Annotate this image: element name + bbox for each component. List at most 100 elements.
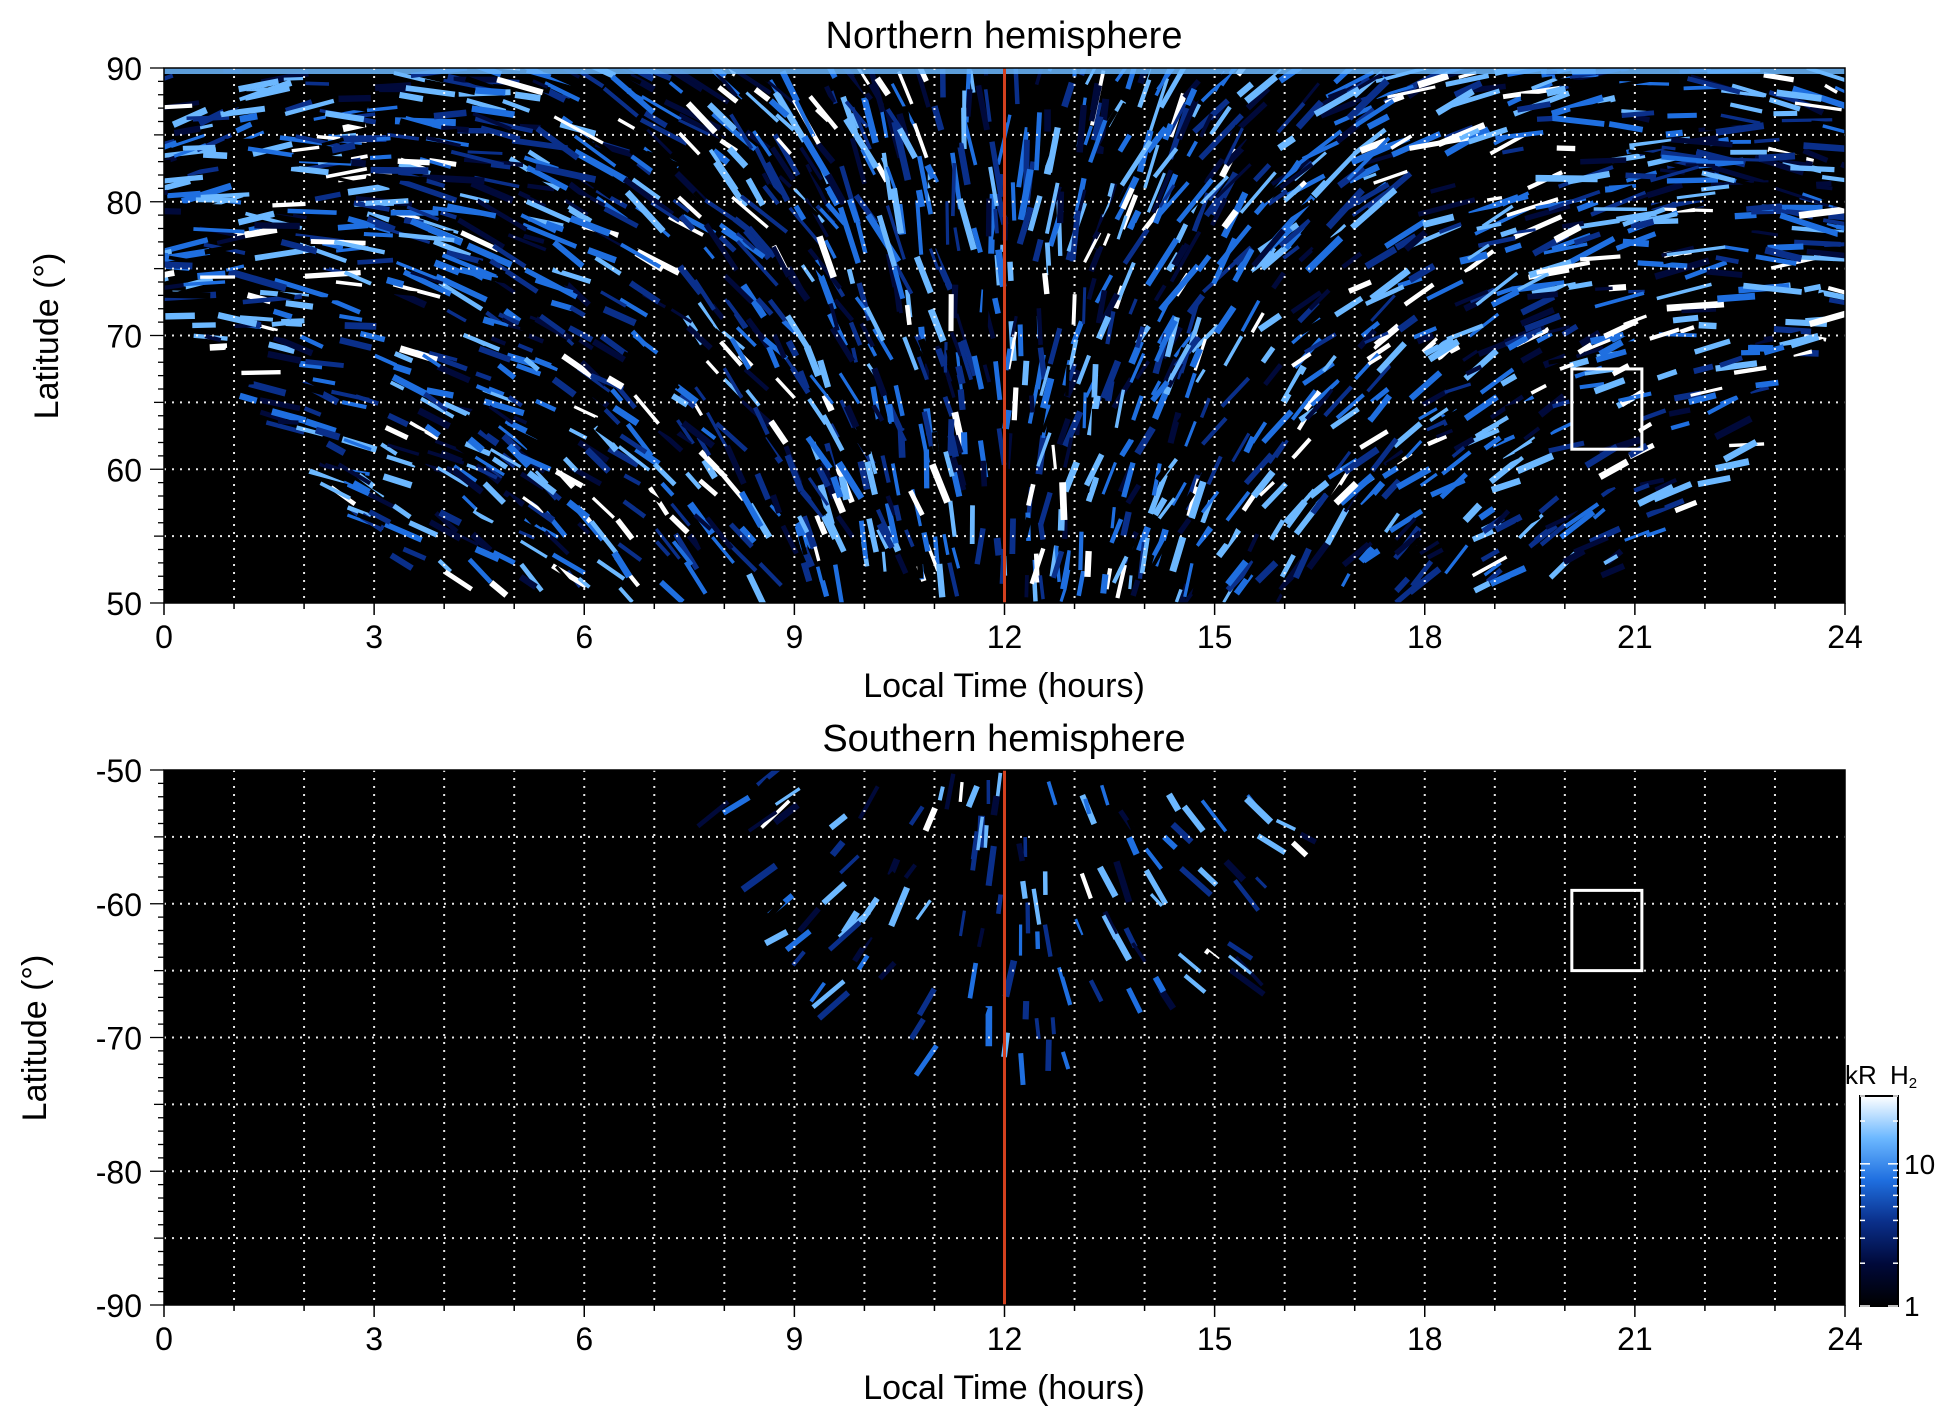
colorbar-unit: kR	[1845, 1060, 1877, 1090]
emission-streak	[1416, 332, 1435, 345]
emission-streak	[799, 489, 826, 518]
x-tick-label: 12	[987, 619, 1023, 655]
emission-streak	[739, 194, 789, 234]
emission-streak	[1457, 101, 1510, 127]
emission-streak	[993, 537, 1003, 556]
emission-streak	[1679, 325, 1695, 334]
emission-streak	[821, 881, 847, 906]
emission-streak	[1639, 477, 1665, 488]
emission-streak	[636, 162, 652, 176]
emission-streak	[271, 319, 294, 327]
emission-streak	[622, 176, 675, 217]
emission-streak	[1135, 360, 1151, 380]
emission-streak	[1634, 139, 1685, 153]
emission-streak	[545, 220, 565, 233]
emission-streak	[789, 189, 820, 217]
emission-streak	[785, 314, 811, 350]
emission-streak	[1044, 182, 1060, 235]
emission-streak	[497, 425, 529, 451]
emission-streak	[985, 845, 997, 887]
emission-streak	[810, 170, 828, 194]
emission-streak	[754, 777, 771, 795]
emission-streak	[674, 384, 699, 405]
emission-streak	[238, 392, 258, 404]
emission-streak	[948, 500, 957, 537]
emission-streak	[1227, 954, 1253, 975]
emission-streak	[1070, 320, 1085, 346]
emission-streak	[965, 89, 973, 117]
emission-streak	[1063, 368, 1081, 399]
emission-streak	[844, 100, 869, 129]
emission-streak	[279, 181, 308, 193]
emission-streak	[1076, 104, 1088, 153]
emission-streak	[1121, 461, 1136, 498]
emission-streak	[1563, 502, 1600, 529]
emission-streak	[341, 400, 367, 410]
emission-streak	[1085, 476, 1100, 503]
emission-streak	[410, 270, 444, 285]
emission-streak	[1370, 387, 1390, 405]
emission-streak	[729, 113, 754, 150]
emission-streak	[761, 259, 783, 285]
emission-streak	[678, 393, 696, 409]
emission-streak	[1281, 321, 1308, 342]
emission-streak	[891, 259, 914, 295]
emission-streak	[979, 289, 985, 313]
emission-streak	[1125, 483, 1142, 505]
emission-streak	[1671, 136, 1733, 148]
emission-streak	[774, 787, 801, 806]
emission-streak	[1111, 555, 1129, 584]
emission-streak	[747, 810, 778, 833]
emission-streak	[470, 531, 493, 554]
emission-streak	[356, 512, 383, 527]
emission-streak	[659, 579, 685, 603]
emission-streak	[387, 412, 409, 428]
emission-streak	[1536, 260, 1591, 275]
emission-streak	[970, 566, 979, 599]
emission-streak	[913, 1044, 939, 1077]
emission-streak	[1418, 407, 1438, 421]
emission-streak	[1322, 149, 1353, 182]
emission-streak	[633, 473, 651, 487]
emission-streak	[1507, 335, 1529, 351]
emission-streak	[501, 433, 522, 453]
emission-streak	[945, 201, 950, 245]
x-tick-label: 24	[1827, 1321, 1863, 1357]
emission-streak	[476, 198, 528, 232]
emission-streak	[1231, 432, 1251, 463]
emission-streak	[1494, 487, 1517, 505]
emission-streak	[397, 158, 430, 166]
emission-streak	[1351, 191, 1387, 217]
emission-streak	[366, 211, 390, 223]
emission-streak	[1225, 560, 1256, 593]
emission-streak	[1287, 458, 1306, 482]
emission-streak	[284, 99, 313, 114]
emission-streak	[1501, 146, 1524, 155]
emission-streak	[317, 372, 356, 390]
emission-streak	[886, 403, 895, 423]
emission-streak	[1017, 73, 1031, 128]
emission-streak	[706, 411, 728, 448]
emission-streak	[897, 127, 918, 160]
y-tick-label: 50	[106, 586, 142, 622]
emission-streak	[436, 363, 471, 384]
emission-streak	[370, 173, 427, 183]
emission-streak	[1384, 218, 1427, 249]
emission-streak	[1776, 89, 1822, 102]
emission-streak	[365, 175, 417, 196]
emission-streak	[1625, 172, 1657, 180]
emission-streak	[611, 550, 633, 579]
emission-streak	[1059, 588, 1067, 603]
emission-streak	[1459, 251, 1489, 265]
emission-streak	[1153, 163, 1168, 191]
emission-streak	[216, 234, 246, 245]
emission-streak	[396, 235, 412, 244]
emission-streak	[817, 359, 832, 389]
emission-streak	[1720, 113, 1761, 125]
emission-streak	[1483, 561, 1502, 577]
emission-streak	[1122, 228, 1150, 265]
emission-streak	[1150, 380, 1170, 403]
emission-streak	[1078, 531, 1084, 571]
emission-streak	[1250, 312, 1265, 334]
emission-streak	[1002, 959, 1018, 998]
